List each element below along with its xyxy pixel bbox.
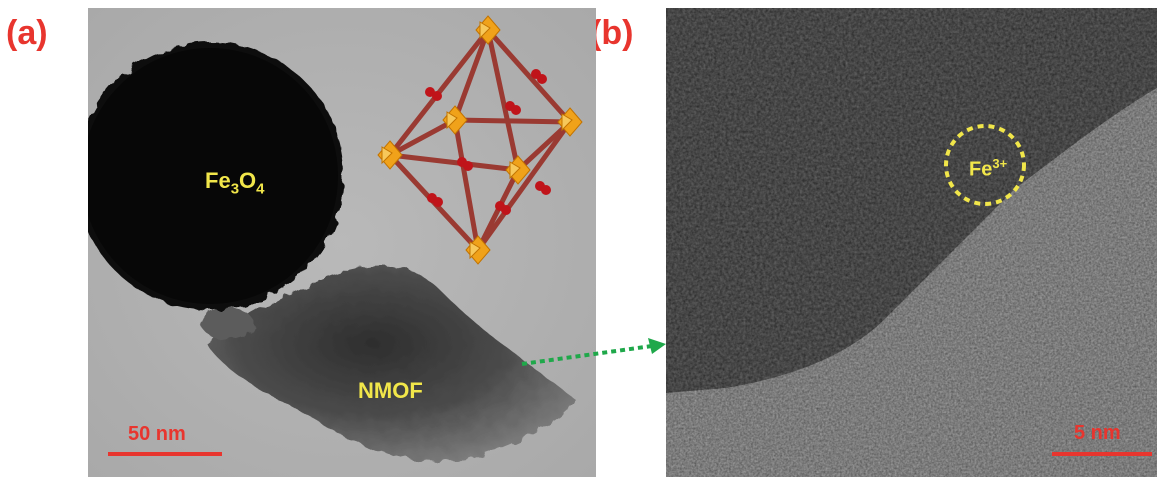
tem-image-panel-a xyxy=(88,8,596,477)
fe3o4-label: Fe3O4 xyxy=(205,168,265,197)
fe3plus-label-charge: 3+ xyxy=(992,156,1008,171)
panel-a-label: (a) xyxy=(6,14,48,52)
small-fragment xyxy=(202,308,254,340)
fe3o4-label-o: O xyxy=(239,168,257,193)
zoom-connector-arrow xyxy=(521,338,666,366)
fe3o4-label-fe: Fe xyxy=(205,168,231,193)
tem-image-a-graphic xyxy=(88,8,596,477)
scale-bar-b-label: 5 nm xyxy=(1074,422,1121,444)
hrtem-image-b-graphic xyxy=(666,8,1157,477)
organic-linkers xyxy=(425,69,551,215)
fe3o4-core xyxy=(88,48,338,304)
scale-bar-a xyxy=(108,452,222,456)
fe3plus-label-fe: Fe xyxy=(969,158,993,181)
mof-structure-diagram xyxy=(377,15,583,265)
fe3plus-label: Fe3+ xyxy=(969,156,1007,182)
scale-bar-b xyxy=(1052,452,1152,456)
panel-b-label: (b) xyxy=(590,14,634,52)
hrtem-image-panel-b xyxy=(666,8,1157,477)
fe3o4-label-sub3: 3 xyxy=(230,180,240,198)
scale-bar-a-label: 50 nm xyxy=(128,423,186,445)
metal-clusters xyxy=(377,15,583,265)
nmof-label: NMOF xyxy=(358,378,423,403)
fe3o4-label-sub4: 4 xyxy=(256,180,265,198)
fe-ion-highlight-circle xyxy=(944,124,1026,206)
nmof-particle xyxy=(206,265,576,462)
framework-bonds xyxy=(387,27,573,253)
